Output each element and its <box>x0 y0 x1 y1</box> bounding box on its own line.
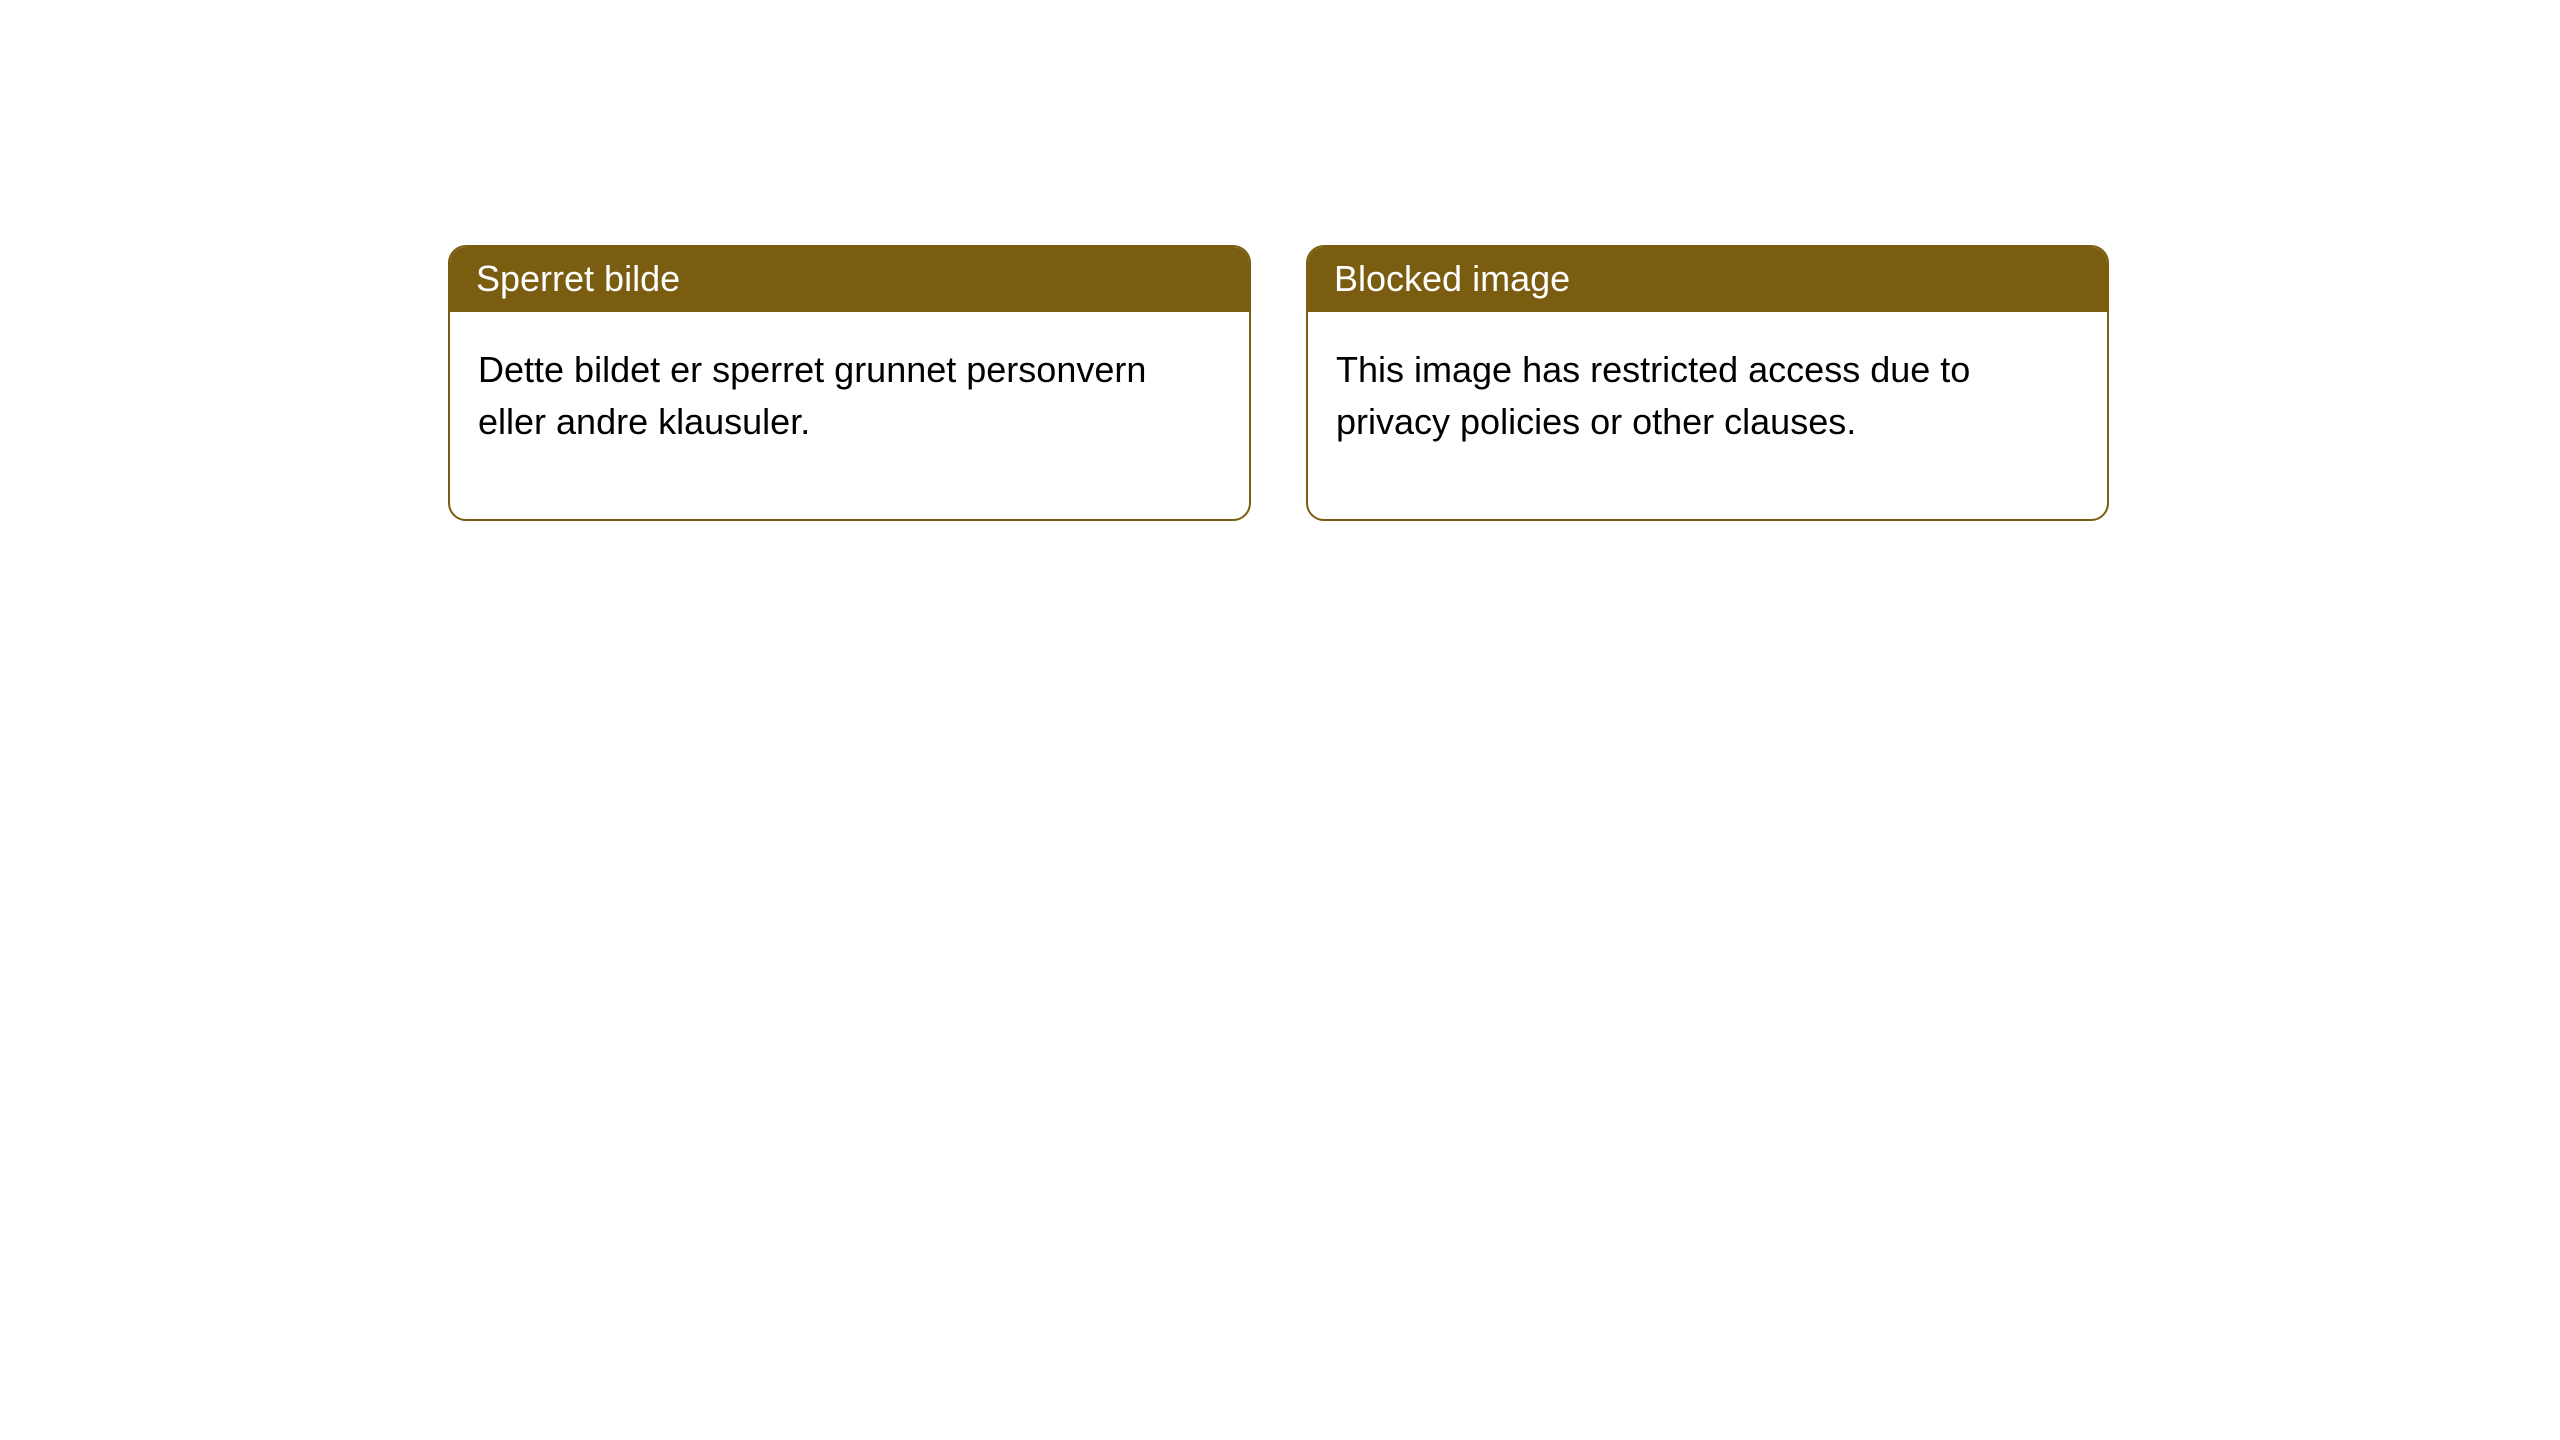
notice-card-norwegian: Sperret bilde Dette bildet er sperret gr… <box>448 245 1251 521</box>
notice-body: Dette bildet er sperret grunnet personve… <box>450 312 1249 518</box>
notice-body: This image has restricted access due to … <box>1308 312 2107 518</box>
notice-card-english: Blocked image This image has restricted … <box>1306 245 2109 521</box>
notice-header: Sperret bilde <box>450 247 1249 312</box>
notice-container: Sperret bilde Dette bildet er sperret gr… <box>448 245 2109 521</box>
notice-header: Blocked image <box>1308 247 2107 312</box>
